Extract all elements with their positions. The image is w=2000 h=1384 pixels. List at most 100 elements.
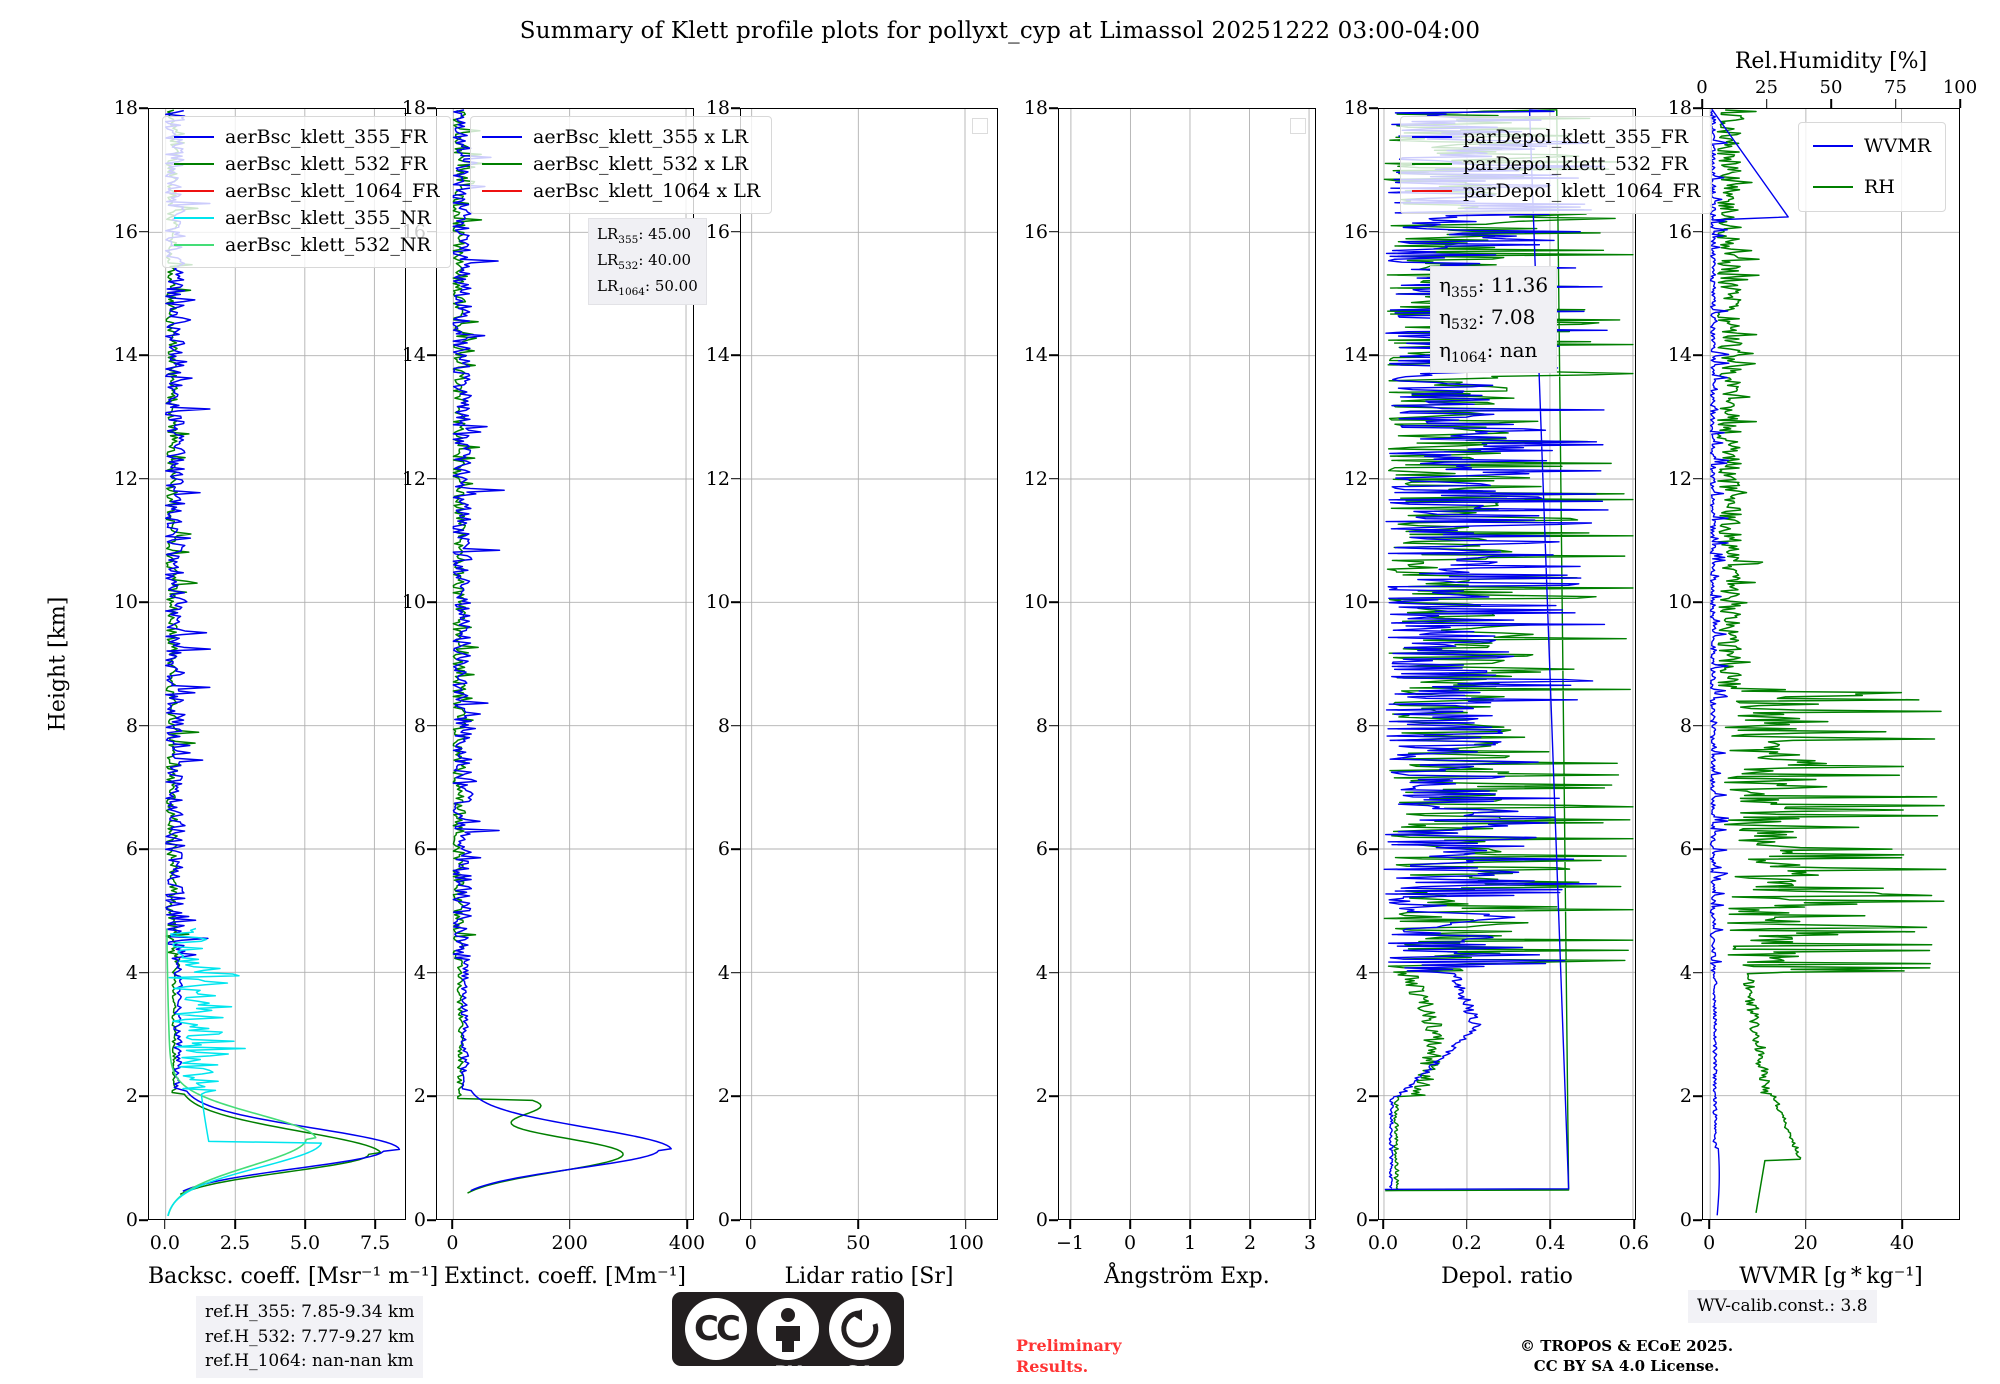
y-tick-mark xyxy=(731,848,740,851)
legend-depolarization[interactable]: parDepol_klett_355_FR parDepol_klett_532_… xyxy=(1400,116,1713,214)
x-tick-label: 2 xyxy=(1243,1232,1257,1254)
y-tick-mark xyxy=(1369,1095,1378,1098)
y-tick-label: 12 xyxy=(1667,467,1692,490)
x-tick-label: 0.4 xyxy=(1535,1232,1566,1254)
x-tick-mark xyxy=(1549,1220,1552,1229)
y-tick-label: 10 xyxy=(1343,591,1368,614)
legend-item[interactable]: aerBsc_klett_355_NR xyxy=(174,205,439,232)
person-glyph xyxy=(776,1308,800,1352)
y-tick-label: 16 xyxy=(113,220,138,243)
x-tick-label: 100 xyxy=(947,1232,984,1254)
y-tick-mark xyxy=(1369,972,1378,974)
legend-item[interactable]: aerBsc_klett_1064 x LR xyxy=(482,178,760,205)
x-tick-mark xyxy=(1249,1220,1251,1229)
axes-angstrom xyxy=(1058,108,1316,1220)
annotation-extinction: LR355: 45.00 LR532: 40.00 LR1064: 50.00 xyxy=(588,218,707,306)
data-series-wvmr-rh-0 xyxy=(1716,109,1947,1213)
panel-wvmr-rh: 0 2 4 6 8 10 12 14 16 18 0 20 40 0 25 50 75 100 Rel.Humidi… xyxy=(1668,49,1977,1323)
x-tick-mark xyxy=(1901,1220,1903,1229)
panel-angstrom: 0 2 4 6 8 10 12 14 16 18 −1 0 1 2 3 Ångström Exp. xyxy=(1024,97,1316,1289)
legend-color-swatch xyxy=(482,190,522,193)
x-tick-label: 0 xyxy=(1703,1232,1716,1254)
legend-label: aerBsc_klett_1064 x LR xyxy=(533,179,761,202)
x-tick-mark xyxy=(1189,1220,1191,1229)
y-tick-mark xyxy=(731,1095,740,1098)
x-tick-label-top: 0 xyxy=(1696,77,1708,98)
legend-item[interactable]: aerBsc_klett_532_FR xyxy=(174,151,439,178)
y-tick-mark xyxy=(427,972,436,974)
y-tick-label: 6 xyxy=(1679,838,1692,861)
legend-color-swatch xyxy=(174,136,214,139)
legend-item[interactable]: parDepol_klett_1064_FR xyxy=(1412,178,1700,205)
legend-item[interactable]: parDepol_klett_355_FR xyxy=(1412,124,1700,151)
y-tick-label: 12 xyxy=(1343,467,1368,490)
y-tick-label: 6 xyxy=(717,838,730,861)
x-tick-mark xyxy=(234,1220,236,1229)
y-tick-label: 4 xyxy=(1355,961,1368,984)
y-tick-label: 10 xyxy=(705,591,730,614)
y-tick-label: 8 xyxy=(717,714,730,737)
legend-item[interactable]: RH xyxy=(1813,174,1931,201)
legend-item[interactable]: aerBsc_klett_532_NR xyxy=(174,232,439,259)
y-tick-mark xyxy=(1049,724,1058,727)
y-tick-label: 14 xyxy=(1667,344,1692,367)
legend-item[interactable]: WVMR xyxy=(1813,133,1931,160)
x-tick-mark xyxy=(1069,1220,1071,1229)
x-tick-mark-top xyxy=(1701,99,1703,108)
share-alike-glyph xyxy=(841,1309,879,1348)
legend-backscatter[interactable]: aerBsc_klett_355_FR aerBsc_klett_532_FR ae… xyxy=(162,116,452,268)
cc-sa-icon xyxy=(829,1298,891,1360)
y-axis-title: Height [km] xyxy=(45,596,71,732)
y-tick-mark xyxy=(427,848,436,851)
y-tick-label: 18 xyxy=(1667,97,1692,119)
y-tick-mark xyxy=(1693,230,1702,233)
legend-color-swatch xyxy=(174,163,214,166)
axis-title-lidar-ratio: Lidar ratio [Sr] xyxy=(784,1264,954,1289)
y-tick-label: 18 xyxy=(1023,97,1048,119)
x-tick-mark xyxy=(686,1220,688,1229)
legend-item[interactable]: aerBsc_klett_355 x LR xyxy=(482,124,760,151)
y-tick-mark xyxy=(427,1219,436,1221)
legend-item[interactable]: aerBsc_klett_1064_FR xyxy=(174,178,439,205)
legend-wvmr-rh[interactable]: WVMR RH xyxy=(1798,122,1947,212)
copyright-line-1: © TROPOS & ECoE 2025. xyxy=(1520,1337,1734,1355)
panel-depolarization: 0 2 4 6 8 10 12 14 16 18 0.0 0.2 0.4 0.6 Depol. ratio p… xyxy=(1344,97,1713,1289)
legend-label: aerBsc_klett_532_NR xyxy=(225,233,431,256)
legend-item[interactable]: aerBsc_klett_355_FR xyxy=(174,124,439,151)
x-tick-mark-top xyxy=(1765,99,1768,108)
y-tick-label: 2 xyxy=(125,1085,138,1108)
x-tick-mark-top xyxy=(1959,99,1961,108)
x-tick-mark xyxy=(1708,1220,1711,1229)
y-tick-label: 14 xyxy=(401,344,426,367)
plot-canvas-wvmr-rh xyxy=(1703,109,1959,1219)
y-tick-mark xyxy=(139,230,148,233)
legend-item[interactable]: parDepol_klett_532_FR xyxy=(1412,151,1700,178)
y-tick-mark xyxy=(1693,848,1702,851)
y-tick-mark xyxy=(427,107,436,109)
x-tick-label: 200 xyxy=(551,1232,588,1254)
reference-height-line: ref.H_355: 7.85-9.34 km xyxy=(205,1302,415,1322)
y-tick-label: 12 xyxy=(401,467,426,490)
y-tick-label: 12 xyxy=(113,467,138,490)
y-tick-mark xyxy=(731,107,740,109)
legend-item[interactable]: aerBsc_klett_532 x LR xyxy=(482,151,760,178)
x-tick-label: 2.5 xyxy=(219,1232,251,1254)
x-tick-mark-top xyxy=(1894,99,1897,108)
legend-extinction[interactable]: aerBsc_klett_355 x LR aerBsc_klett_532 x … xyxy=(470,116,773,214)
x-tick-label: 5.0 xyxy=(289,1232,321,1254)
cc-icon: CC xyxy=(685,1298,747,1360)
y-tick-label: 2 xyxy=(717,1085,730,1108)
x-tick-mark xyxy=(749,1220,752,1229)
y-tick-label: 12 xyxy=(705,467,730,490)
x-tick-label: 0.0 xyxy=(149,1232,180,1254)
x-tick-mark-top xyxy=(1830,99,1832,108)
legend-label: aerBsc_klett_355 x LR xyxy=(533,126,749,148)
plot-canvas-extinction xyxy=(437,109,693,1219)
legend-color-swatch xyxy=(1813,145,1853,148)
y-tick-mark xyxy=(1693,107,1702,109)
y-tick-mark xyxy=(1049,848,1058,851)
legend-color-swatch xyxy=(1412,163,1452,166)
y-tick-mark xyxy=(1369,601,1378,604)
x-tick-mark xyxy=(164,1220,166,1229)
y-tick-label: 8 xyxy=(1679,714,1692,737)
